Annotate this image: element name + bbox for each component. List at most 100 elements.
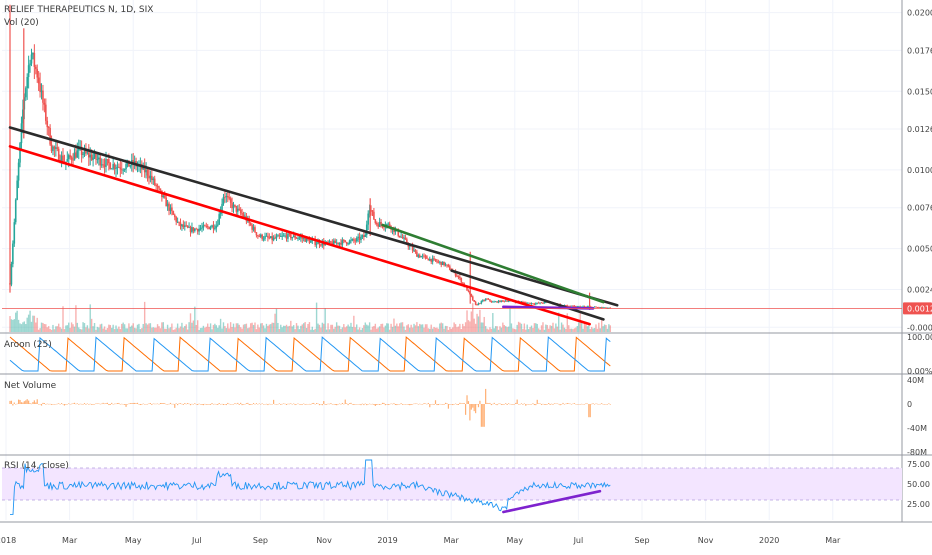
volume-bar bbox=[128, 323, 130, 332]
time-tick-label: Sep bbox=[634, 536, 649, 545]
volume-bar bbox=[578, 322, 580, 332]
time-tick-label: Mar bbox=[444, 536, 460, 545]
candle-body bbox=[39, 83, 41, 93]
candle-body bbox=[383, 226, 385, 228]
netvol-bar bbox=[25, 400, 27, 404]
netvol-bar bbox=[45, 404, 47, 405]
netvol-bar bbox=[605, 404, 607, 405]
netvol-bar bbox=[53, 404, 56, 405]
candle-body bbox=[69, 155, 71, 158]
volume-bar bbox=[300, 325, 302, 332]
netvol-bar bbox=[579, 404, 581, 405]
netvol-bar bbox=[103, 403, 106, 405]
volume-bar bbox=[194, 306, 196, 332]
volume-bar bbox=[278, 328, 281, 332]
candle-body bbox=[258, 235, 261, 237]
netvol-bar bbox=[522, 404, 524, 405]
candle-body bbox=[47, 127, 50, 128]
netvol-bar bbox=[184, 403, 186, 404]
netvol-bar bbox=[237, 402, 239, 404]
candle-body bbox=[231, 202, 233, 209]
netvol-bar bbox=[195, 404, 197, 405]
candle-body bbox=[238, 208, 241, 210]
netvol-bar bbox=[459, 402, 461, 404]
candle-body bbox=[66, 159, 69, 162]
netvol-bar bbox=[241, 404, 243, 406]
candle-body bbox=[168, 203, 170, 211]
volume-bar bbox=[536, 323, 538, 332]
volume-bar bbox=[391, 326, 394, 332]
volume-bar bbox=[205, 326, 207, 332]
candle-body bbox=[163, 195, 166, 198]
netvol-bar bbox=[50, 404, 53, 405]
netvol-bar bbox=[242, 404, 245, 405]
candle-body bbox=[214, 228, 216, 230]
netvol-bar bbox=[473, 404, 475, 412]
volume-bar bbox=[424, 324, 427, 332]
candle-body bbox=[53, 146, 56, 149]
candle-body bbox=[176, 221, 179, 223]
candle-body bbox=[277, 235, 279, 237]
netvol-bar bbox=[320, 404, 322, 405]
volume-bar bbox=[582, 328, 584, 332]
volume-bar bbox=[323, 323, 325, 332]
netvol-bar bbox=[106, 402, 109, 404]
netvol-bar bbox=[10, 400, 13, 404]
volume-bar bbox=[396, 323, 398, 332]
candle-body bbox=[605, 307, 607, 309]
volume-bar bbox=[513, 328, 516, 332]
volume-bar bbox=[92, 326, 94, 332]
candle-body bbox=[370, 210, 372, 212]
candle-body bbox=[467, 290, 470, 292]
volume-bar bbox=[159, 328, 162, 332]
candle-body bbox=[100, 164, 103, 166]
netvol-bar bbox=[205, 404, 207, 405]
volume-bar bbox=[457, 326, 460, 332]
candle-body bbox=[151, 175, 153, 181]
netvol-bar bbox=[93, 404, 96, 405]
volume-bar bbox=[204, 327, 206, 332]
volume-bar bbox=[241, 328, 243, 332]
volume-bar bbox=[78, 327, 80, 332]
candle-body bbox=[26, 76, 28, 89]
netvol-bar bbox=[134, 402, 136, 404]
netvol-bar bbox=[503, 404, 505, 405]
candle-body bbox=[75, 152, 77, 158]
volume-bar bbox=[377, 327, 379, 332]
candle-body bbox=[499, 300, 501, 303]
candle-body bbox=[540, 302, 543, 304]
volume-bar bbox=[98, 327, 100, 332]
netvol-bar bbox=[208, 404, 210, 405]
netvol-bar bbox=[315, 403, 318, 404]
volume-bar bbox=[502, 322, 504, 332]
volume-bar bbox=[90, 318, 93, 332]
volume-bar bbox=[447, 329, 450, 332]
netvol-bar bbox=[401, 404, 404, 405]
netvol-bar bbox=[109, 404, 111, 405]
volume-bar bbox=[116, 328, 119, 332]
candle-body bbox=[583, 306, 586, 308]
volume-bar bbox=[480, 322, 483, 332]
candle-body bbox=[483, 300, 486, 302]
candle-body bbox=[330, 241, 332, 243]
netvol-bar bbox=[324, 404, 326, 405]
volume-bar bbox=[121, 323, 123, 332]
candle-body bbox=[173, 214, 176, 218]
candle-body bbox=[338, 242, 341, 245]
volume-bar bbox=[401, 322, 404, 332]
netvol-bar bbox=[353, 404, 355, 405]
netvol-bar bbox=[523, 403, 525, 404]
volume-bar bbox=[245, 323, 248, 332]
volume-bar bbox=[63, 329, 66, 332]
netvol-bar bbox=[555, 403, 557, 405]
netvol-bar bbox=[257, 404, 259, 405]
rsi-tick-label: 50.00 bbox=[907, 480, 930, 489]
volume-bar bbox=[292, 325, 295, 332]
price-tick-label: 0.0024 bbox=[907, 286, 932, 295]
volume-bar bbox=[275, 308, 278, 332]
candle-body bbox=[229, 198, 232, 203]
candle-body bbox=[196, 229, 199, 232]
netvol-bar bbox=[40, 404, 43, 406]
candle-body bbox=[290, 234, 292, 239]
